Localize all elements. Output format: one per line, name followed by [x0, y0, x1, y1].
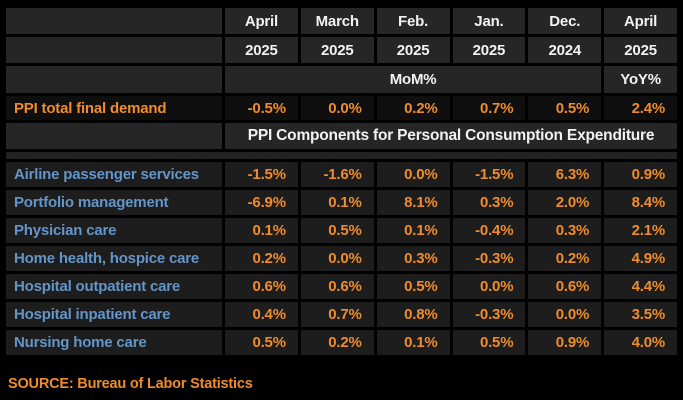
- component-value-cell: 0.3%: [452, 190, 526, 215]
- component-value-cell: 0.5%: [300, 218, 374, 243]
- source-note: SOURCE: Bureau of Labor Statistics: [8, 376, 253, 392]
- component-row-label: Home health, hospice care: [6, 246, 222, 271]
- component-value-cell: 0.0%: [452, 274, 526, 299]
- component-row-label: Airline passenger services: [6, 162, 222, 187]
- component-value-cell: 0.0%: [300, 246, 374, 271]
- section-header-title: PPI Components for Personal Consumption …: [225, 123, 677, 149]
- col-header-year: 2025: [376, 37, 450, 63]
- section-header-blank: [6, 123, 222, 149]
- component-value-cell: 4.9%: [604, 246, 677, 271]
- summary-value-cell: -0.5%: [225, 96, 298, 120]
- col-header-month: Jan.: [452, 8, 526, 34]
- component-value-cell: -1.5%: [452, 162, 526, 187]
- component-value-cell: 0.3%: [376, 246, 450, 271]
- component-value-cell: 0.0%: [376, 162, 450, 187]
- component-value-cell: 0.7%: [300, 302, 374, 327]
- component-value-cell: 0.0%: [528, 302, 602, 327]
- component-value-cell: 4.0%: [604, 330, 677, 355]
- col-header-month: April: [225, 8, 298, 34]
- col-header-month: Dec.: [528, 8, 602, 34]
- component-value-cell: -1.6%: [300, 162, 374, 187]
- component-value-cell: 2.1%: [604, 218, 677, 243]
- component-value-cell: 0.5%: [225, 330, 298, 355]
- component-value-cell: 0.2%: [300, 330, 374, 355]
- summary-value-cell: 2.4%: [604, 96, 677, 120]
- header-corner-blank: [6, 8, 222, 34]
- col-header-month: March: [300, 8, 374, 34]
- component-value-cell: 0.8%: [376, 302, 450, 327]
- component-value-cell: 4.4%: [604, 274, 677, 299]
- col-header-year: 2024: [528, 37, 602, 63]
- header-corner-blank: [6, 37, 222, 63]
- component-value-cell: 0.5%: [376, 274, 450, 299]
- component-value-cell: 0.1%: [376, 330, 450, 355]
- component-row-label: Physician care: [6, 218, 222, 243]
- component-value-cell: 8.4%: [604, 190, 677, 215]
- ppi-table: April March Feb. Jan. Dec. April 2025 20…: [6, 8, 677, 355]
- component-value-cell: -0.3%: [452, 246, 526, 271]
- component-value-cell: 0.1%: [376, 218, 450, 243]
- summary-value-cell: 0.0%: [300, 96, 374, 120]
- col-header-month: April: [604, 8, 677, 34]
- component-value-cell: -1.5%: [225, 162, 298, 187]
- col-header-month: Feb.: [376, 8, 450, 34]
- component-value-cell: 0.4%: [225, 302, 298, 327]
- component-value-cell: 0.2%: [225, 246, 298, 271]
- summary-value-cell: 0.5%: [528, 96, 602, 120]
- col-header-year: 2025: [604, 37, 677, 63]
- component-value-cell: 0.5%: [452, 330, 526, 355]
- yoy-band-label: YoY%: [604, 66, 677, 93]
- component-row-label: Portfolio management: [6, 190, 222, 215]
- component-value-cell: 0.1%: [225, 218, 298, 243]
- component-value-cell: 8.1%: [376, 190, 450, 215]
- component-value-cell: -0.4%: [452, 218, 526, 243]
- col-header-year: 2025: [300, 37, 374, 63]
- spacer-row: [6, 152, 677, 159]
- component-value-cell: 0.2%: [528, 246, 602, 271]
- header-corner-blank: [6, 66, 222, 93]
- component-row-label: Nursing home care: [6, 330, 222, 355]
- component-row-label: Hospital inpatient care: [6, 302, 222, 327]
- summary-row-label: PPI total final demand: [6, 96, 222, 120]
- component-value-cell: 0.9%: [528, 330, 602, 355]
- component-value-cell: -6.9%: [225, 190, 298, 215]
- col-header-year: 2025: [452, 37, 526, 63]
- component-value-cell: 2.0%: [528, 190, 602, 215]
- component-value-cell: -0.3%: [452, 302, 526, 327]
- component-value-cell: 6.3%: [528, 162, 602, 187]
- component-value-cell: 0.3%: [528, 218, 602, 243]
- component-value-cell: 0.6%: [528, 274, 602, 299]
- component-value-cell: 0.6%: [300, 274, 374, 299]
- component-value-cell: 3.5%: [604, 302, 677, 327]
- summary-value-cell: 0.2%: [376, 96, 450, 120]
- component-value-cell: 0.1%: [300, 190, 374, 215]
- summary-value-cell: 0.7%: [452, 96, 526, 120]
- component-row-label: Hospital outpatient care: [6, 274, 222, 299]
- mom-band-label: MoM%: [225, 66, 602, 93]
- col-header-year: 2025: [225, 37, 298, 63]
- component-value-cell: 0.9%: [604, 162, 677, 187]
- component-value-cell: 0.6%: [225, 274, 298, 299]
